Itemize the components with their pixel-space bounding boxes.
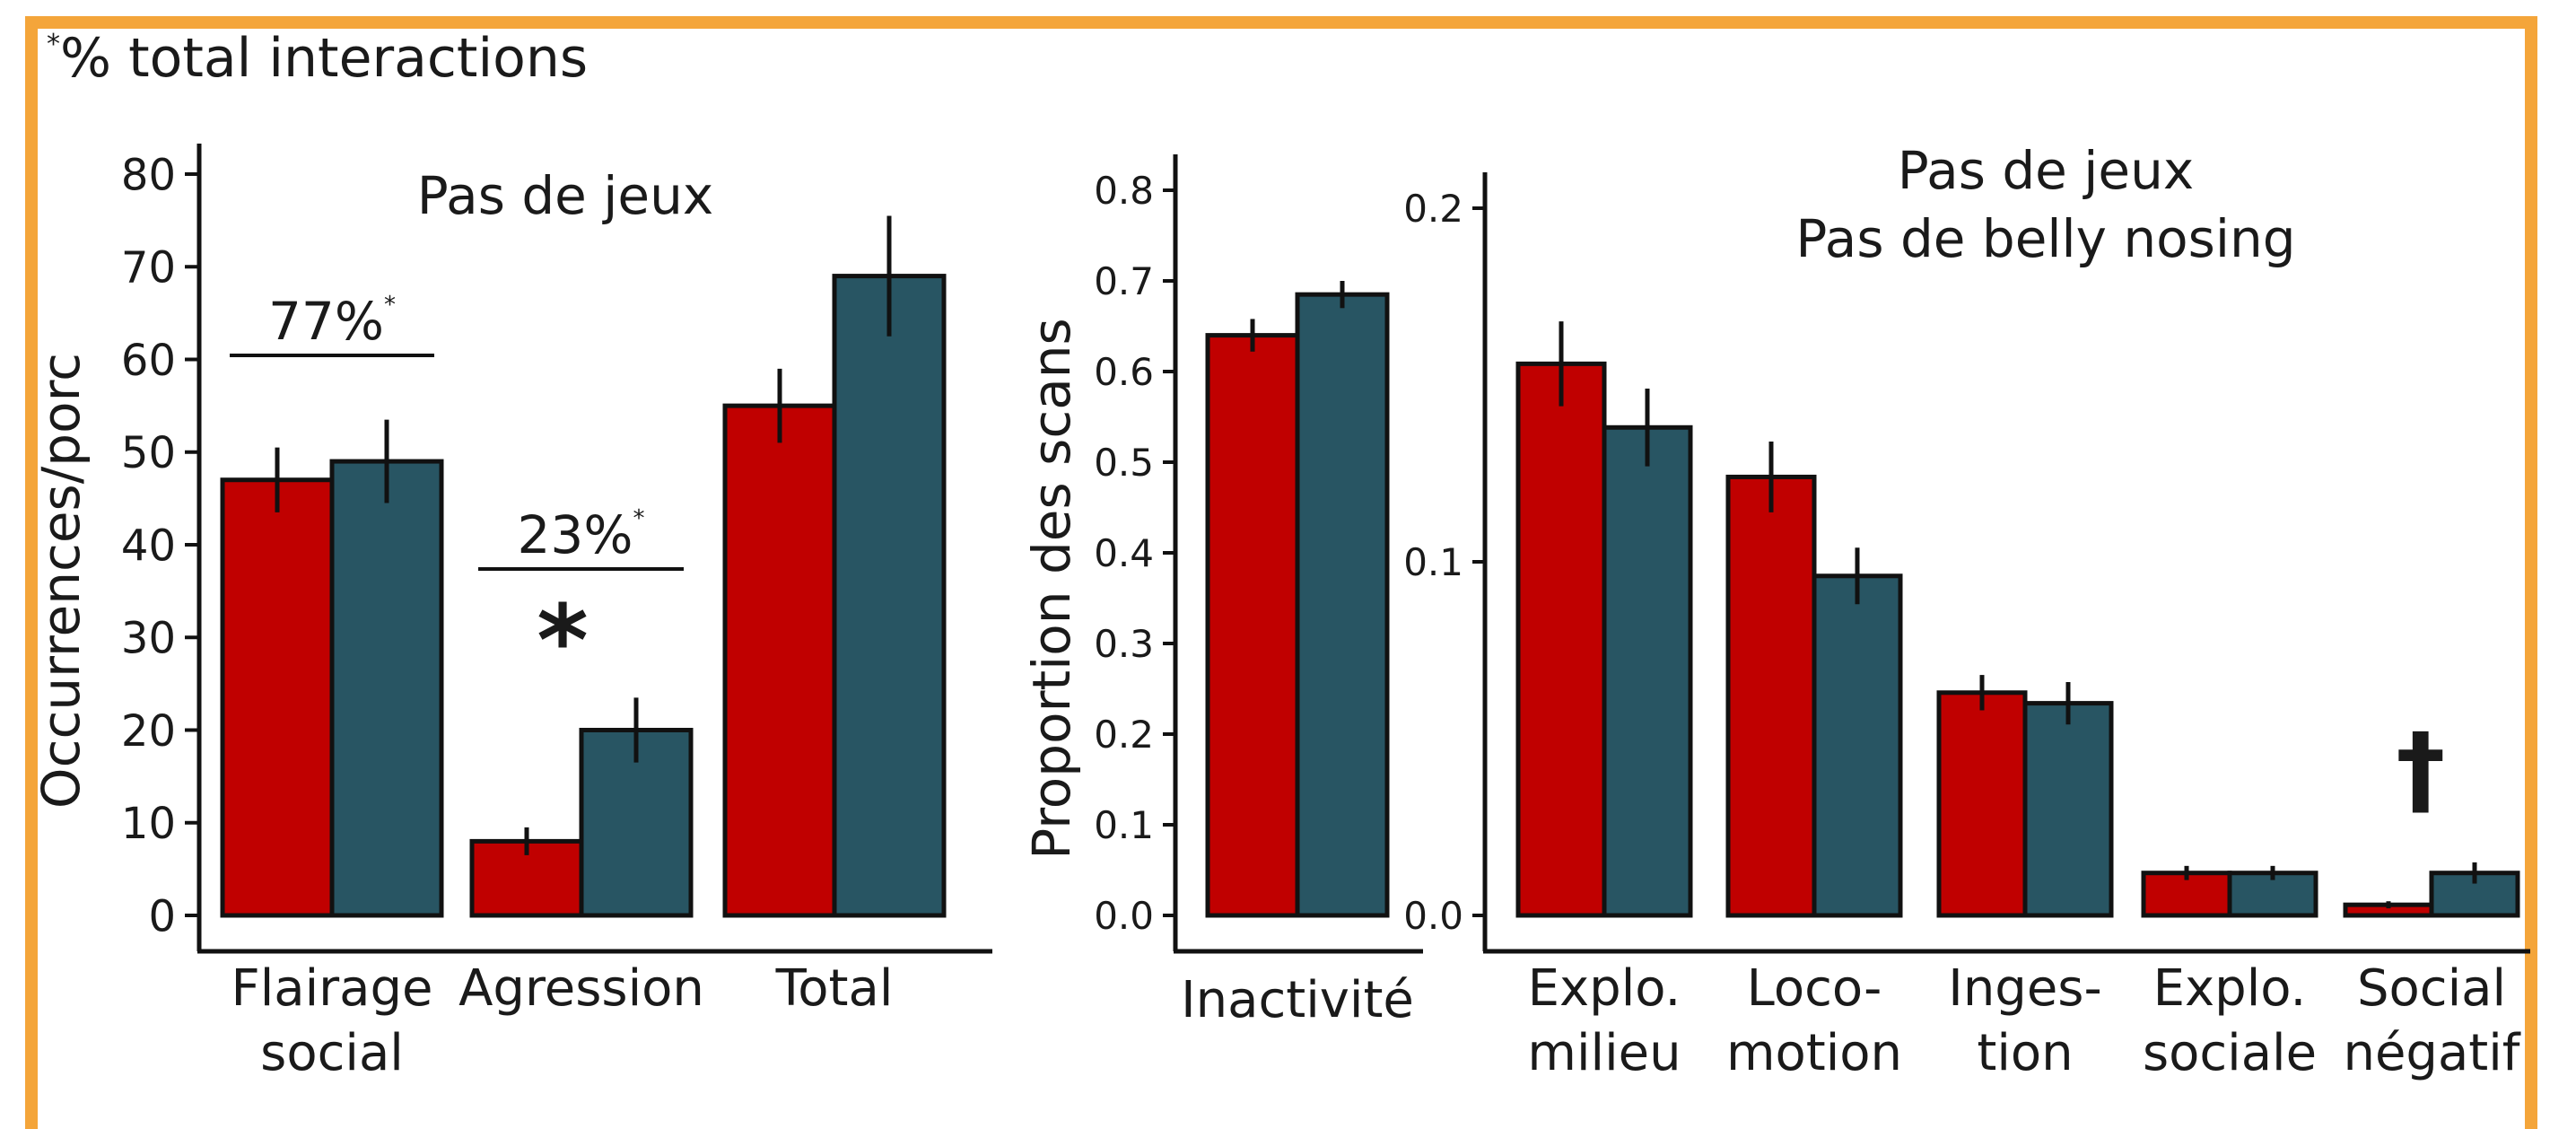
y-tick-label: 0.2 <box>1094 713 1154 757</box>
bar <box>832 274 947 918</box>
y-tick-label: 0.3 <box>1094 622 1154 666</box>
category-label: négatif <box>2343 1024 2520 1082</box>
y-tick-label: 0.2 <box>1403 187 1463 231</box>
y-tick-label: 0.1 <box>1094 803 1154 847</box>
category-label: Social <box>2357 959 2506 1018</box>
chart-title: Pas de jeux <box>417 165 713 226</box>
y-tick-label: 10 <box>121 799 176 849</box>
y-axis-label: Proportion des scans <box>1021 318 1082 859</box>
category-label: Loco- <box>1747 959 1882 1018</box>
y-tick-label: 50 <box>121 428 176 478</box>
category-label: motion <box>1726 1024 1902 1082</box>
bar <box>1936 690 2028 918</box>
y-tick-label: 60 <box>121 336 176 386</box>
y-tick-label: 0.0 <box>1094 894 1154 938</box>
y-axis-label: Occurrences/porc <box>31 353 92 809</box>
percent-annotation: 23%* <box>518 504 645 565</box>
bar <box>220 477 335 918</box>
charts: 0 10 20 30 40 50 60 70 80 Occurrences/porc Flairag… <box>31 140 2530 1082</box>
bar <box>1602 424 1693 918</box>
bar <box>722 403 837 918</box>
category-label: sociale <box>2143 1024 2317 1082</box>
bar <box>329 459 444 918</box>
y-tick-label: 40 <box>121 521 176 571</box>
significance-star: * <box>537 583 589 698</box>
category-label: Inactivité <box>1181 971 1414 1029</box>
chart-title: Pas de belly nosing <box>1795 208 2295 269</box>
y-tick-label: 0.6 <box>1094 350 1154 394</box>
category-label: milieu <box>1527 1024 1681 1082</box>
category-label: Flairage <box>231 959 433 1018</box>
bar <box>1812 573 1903 918</box>
y-tick-label: 30 <box>121 614 176 664</box>
category-label: Total <box>775 959 894 1018</box>
category-label: tion <box>1977 1024 2073 1082</box>
y-tick-label: 0 <box>148 891 176 941</box>
footnote-marker: * <box>47 29 60 60</box>
y-tick-label: 0.5 <box>1094 441 1154 485</box>
bar <box>1295 292 1390 918</box>
y-tick-label: 0.8 <box>1094 169 1154 213</box>
bar <box>1515 361 1607 918</box>
category-label: Explo. <box>1528 959 1681 1018</box>
highlight-frame <box>25 16 2537 1129</box>
y-tick-label: 0.7 <box>1094 259 1154 303</box>
bar <box>1205 333 1300 918</box>
y-tick-label: 0.4 <box>1094 531 1154 575</box>
y-tick-label: 70 <box>121 243 176 293</box>
trend-dagger: † <box>2397 712 2446 827</box>
category-label: Inges- <box>1948 959 2101 1018</box>
chart-title: Pas de jeux <box>1898 140 2194 201</box>
percent-annotation: 77%* <box>268 291 396 352</box>
category-label: social <box>260 1024 404 1082</box>
bar <box>2429 871 2520 918</box>
y-tick-label: 80 <box>121 150 176 200</box>
category-label: Explo. <box>2153 959 2307 1018</box>
y-tick-label: 0.1 <box>1403 540 1463 584</box>
bar <box>1725 474 1817 918</box>
footnote-text: % total interactions <box>60 27 589 90</box>
category-label: Agression <box>458 959 704 1018</box>
footnote: *% total interactions <box>47 27 588 90</box>
y-tick-label: 20 <box>121 706 176 757</box>
bar <box>2022 701 2114 918</box>
y-tick-label: 0.0 <box>1403 894 1463 938</box>
